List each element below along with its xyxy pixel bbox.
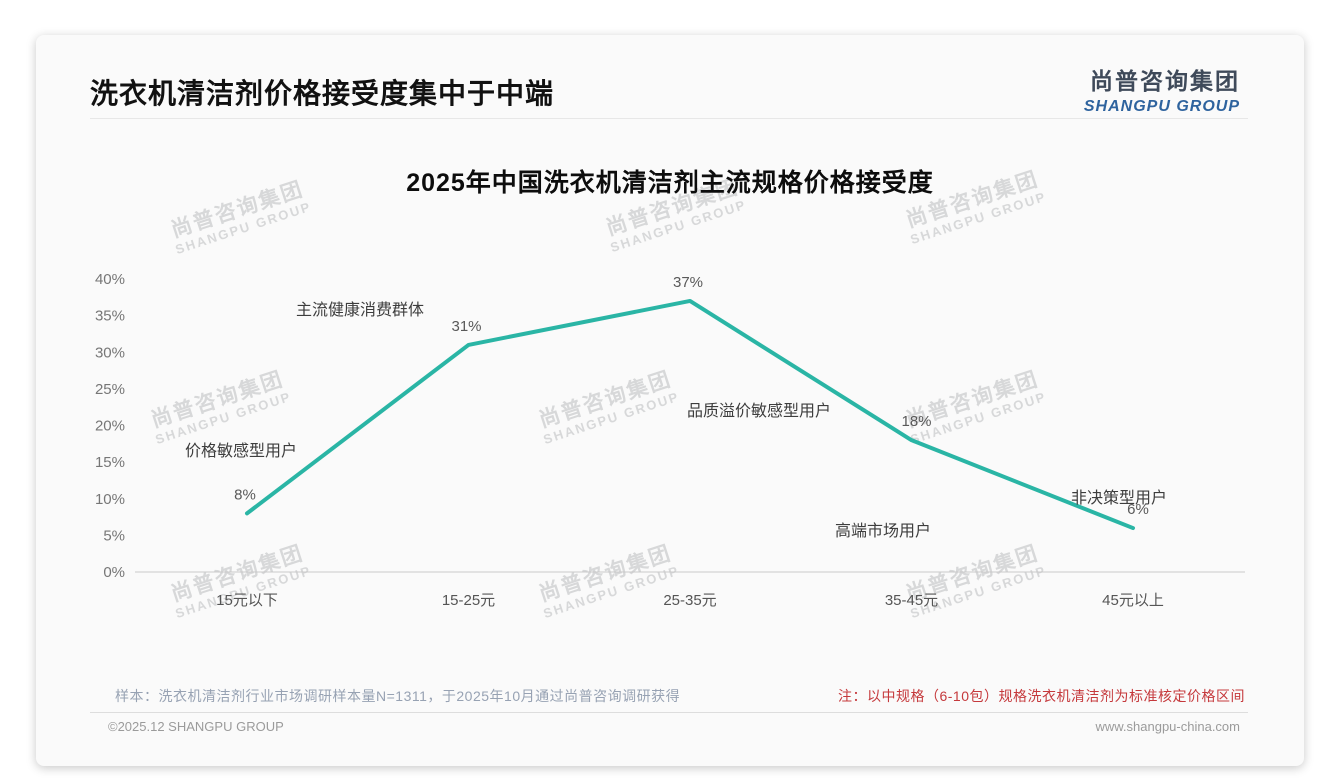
y-axis-tick-label: 15% — [95, 454, 125, 471]
y-axis-tick-label: 5% — [103, 527, 125, 544]
chart-title: 2025年中国洗衣机清洁剂主流规格价格接受度 — [406, 169, 934, 197]
data-point-label: 8% — [234, 486, 256, 503]
data-point-label: 6% — [1127, 501, 1149, 518]
price-standard-note: 注：以中规格（6-10包）规格洗衣机清洁剂为标准核定价格区间 — [837, 688, 1245, 704]
annotation-non-decision-users: 非决策型用户 — [1071, 490, 1168, 507]
annotation-price-sensitive-users: 价格敏感型用户 — [185, 443, 298, 460]
slide-card — [36, 35, 1304, 766]
data-point-label: 37% — [673, 274, 703, 291]
x-axis-category-label: 15元以下 — [216, 592, 278, 609]
data-point-label: 31% — [451, 318, 481, 335]
page-title: 洗衣机清洁剂价格接受度集中于中端 — [90, 78, 555, 109]
title-divider — [90, 118, 1248, 119]
y-axis-tick-label: 35% — [95, 308, 125, 325]
copyright-text: ©2025.12 SHANGPU GROUP — [108, 719, 284, 734]
footer-divider — [90, 712, 1248, 713]
annotation-mainstream-health-consumers: 主流健康消费群体 — [296, 302, 425, 319]
logo-chinese-text: 尚普咨询集团 — [1090, 68, 1240, 94]
x-axis-category-label: 25-35元 — [663, 592, 716, 609]
x-axis-category-label: 35-45元 — [885, 592, 938, 609]
y-axis-tick-label: 20% — [95, 418, 125, 435]
sample-note: 样本：洗衣机清洁剂行业市场调研样本量N=1311，于2025年10月通过尚普咨询… — [115, 688, 681, 704]
company-logo: 尚普咨询集团 SHANGPU GROUP — [1084, 62, 1240, 116]
data-point-label: 18% — [901, 413, 931, 430]
y-axis-tick-label: 30% — [95, 344, 125, 361]
x-axis-category-label: 15-25元 — [442, 592, 495, 609]
logo-english-text: SHANGPU GROUP — [1083, 98, 1240, 115]
annotation-high-end-market-users: 高端市场用户 — [835, 523, 932, 540]
y-axis-tick-label: 25% — [95, 381, 125, 398]
y-axis-tick-label: 40% — [95, 271, 125, 288]
trend-line — [245, 298, 1135, 531]
website-url: www.shangpu-china.com — [1095, 719, 1240, 734]
annotation-quality-premium-sensitive-users: 品质溢价敏感型用户 — [687, 403, 832, 420]
y-axis-tick-label: 10% — [95, 491, 125, 508]
x-axis-category-label: 45元以上 — [1102, 592, 1164, 609]
y-axis-tick-label: 0% — [103, 564, 125, 581]
